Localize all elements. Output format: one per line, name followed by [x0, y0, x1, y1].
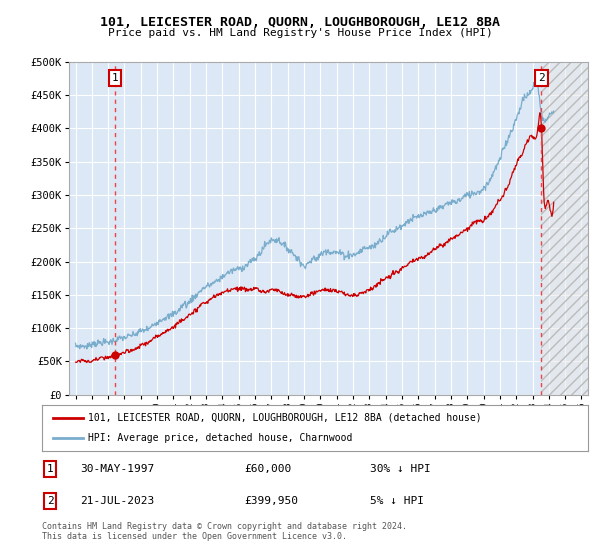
Text: HPI: Average price, detached house, Charnwood: HPI: Average price, detached house, Char…	[88, 433, 353, 443]
Text: £60,000: £60,000	[244, 464, 291, 474]
Text: £399,950: £399,950	[244, 496, 298, 506]
Text: 5% ↓ HPI: 5% ↓ HPI	[370, 496, 424, 506]
Text: 30-MAY-1997: 30-MAY-1997	[80, 464, 154, 474]
Text: 2: 2	[47, 496, 53, 506]
Text: 30% ↓ HPI: 30% ↓ HPI	[370, 464, 430, 474]
Text: 101, LEICESTER ROAD, QUORN, LOUGHBOROUGH, LE12 8BA: 101, LEICESTER ROAD, QUORN, LOUGHBOROUGH…	[100, 16, 500, 29]
Text: Contains HM Land Registry data © Crown copyright and database right 2024.
This d: Contains HM Land Registry data © Crown c…	[42, 522, 407, 542]
Text: 1: 1	[47, 464, 53, 474]
Text: 21-JUL-2023: 21-JUL-2023	[80, 496, 154, 506]
Text: 1: 1	[112, 73, 118, 83]
Text: 101, LEICESTER ROAD, QUORN, LOUGHBOROUGH, LE12 8BA (detached house): 101, LEICESTER ROAD, QUORN, LOUGHBOROUGH…	[88, 413, 482, 423]
Text: 2: 2	[538, 73, 545, 83]
Text: Price paid vs. HM Land Registry's House Price Index (HPI): Price paid vs. HM Land Registry's House …	[107, 28, 493, 38]
